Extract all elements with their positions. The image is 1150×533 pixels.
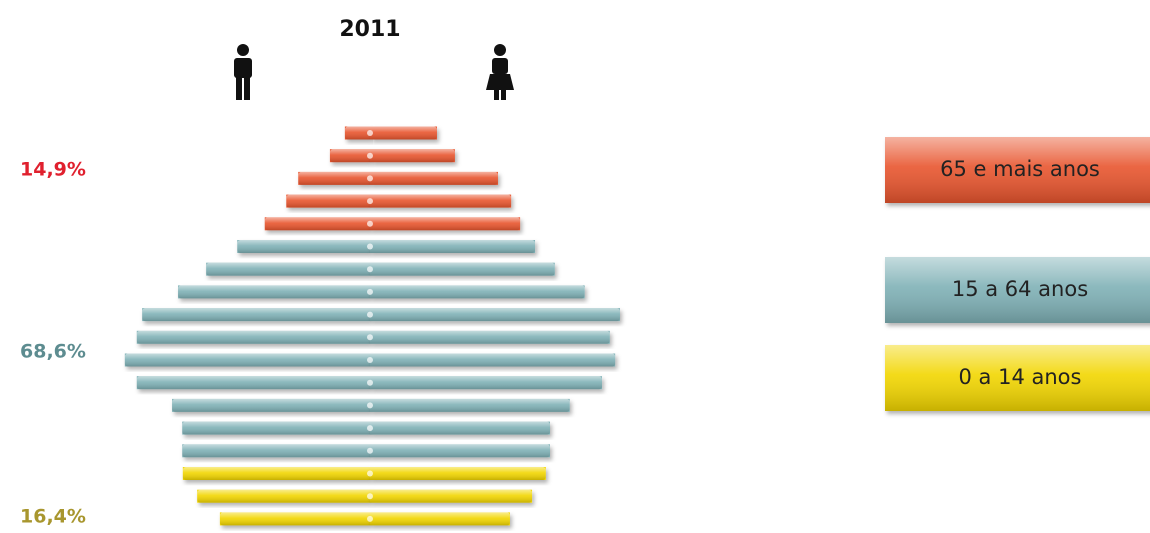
bar-gloss xyxy=(182,467,546,480)
center-dot xyxy=(367,198,373,205)
legend-gloss xyxy=(885,345,1150,411)
legend-gloss xyxy=(885,137,1150,203)
bar-gloss xyxy=(142,308,620,322)
bar-gloss xyxy=(136,330,610,344)
bar-gloss xyxy=(206,262,555,276)
center-dot xyxy=(367,334,373,341)
center-dot xyxy=(367,130,373,136)
center-dot xyxy=(367,379,373,386)
center-dot xyxy=(367,470,373,477)
female-icon xyxy=(486,44,514,100)
bar-gloss xyxy=(264,217,521,231)
group-total-label: 14,9% xyxy=(20,159,86,181)
bar-gloss xyxy=(182,421,550,435)
center-dot xyxy=(367,266,373,273)
center-dot xyxy=(367,425,373,432)
group-total-label: 16,4% xyxy=(20,506,86,528)
center-dot xyxy=(367,288,373,295)
bar-gloss xyxy=(197,489,533,503)
center-dot xyxy=(367,311,373,318)
bar-gloss xyxy=(237,240,536,253)
center-dot xyxy=(367,357,373,363)
center-dot xyxy=(367,243,373,250)
legend-label: 15 a 64 anos xyxy=(952,277,1088,301)
chart-title: 2011 xyxy=(339,17,400,42)
center-dot xyxy=(367,220,373,227)
legend-label: 65 e mais anos xyxy=(940,157,1100,181)
center-dot xyxy=(367,402,373,409)
bar-gloss xyxy=(298,171,498,185)
center-dot xyxy=(367,152,373,159)
group-total-label: 68,6% xyxy=(20,341,86,363)
bar-gloss xyxy=(178,285,585,299)
bar-gloss xyxy=(329,149,455,163)
bar-gloss xyxy=(286,194,512,208)
center-dot xyxy=(367,175,373,182)
bar-gloss xyxy=(182,444,550,458)
legend-label: 0 a 14 anos xyxy=(959,365,1082,389)
center-dot xyxy=(367,447,373,454)
male-icon xyxy=(234,44,252,100)
bar-gloss xyxy=(344,126,437,140)
center-dot xyxy=(367,493,373,500)
legend-gloss xyxy=(885,257,1150,323)
bar-gloss xyxy=(219,512,510,526)
center-dot xyxy=(367,515,373,522)
